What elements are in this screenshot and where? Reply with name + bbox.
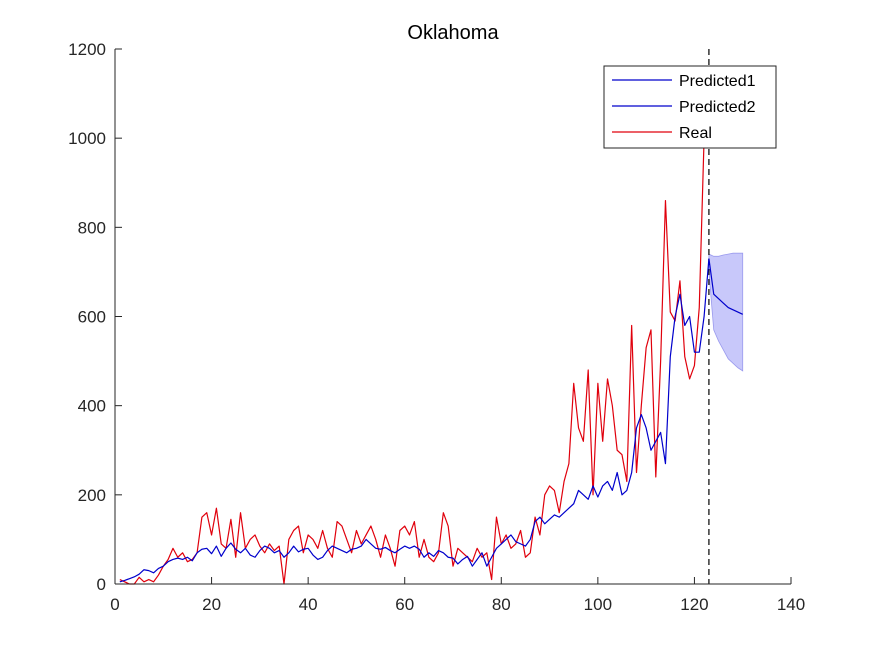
x-tick-label: 120 [680, 595, 708, 614]
y-tick-label: 0 [97, 575, 106, 594]
x-tick-label: 0 [110, 595, 119, 614]
y-tick-label: 800 [78, 218, 106, 237]
y-tick-label: 600 [78, 308, 106, 327]
series-line-real [119, 138, 705, 585]
x-tick-label: 40 [299, 595, 318, 614]
prediction-band-layer [708, 252, 744, 372]
x-tick-label: 80 [492, 595, 511, 614]
legend-label-predicted1: Predicted1 [679, 73, 756, 90]
series-layer [119, 138, 743, 585]
legend: Predicted1 Predicted2 Real [603, 65, 777, 149]
y-tick-label: 1000 [68, 129, 106, 148]
prediction-band [708, 252, 744, 372]
x-tick-label: 20 [202, 595, 221, 614]
series-line-predicted2 [708, 258, 743, 315]
x-tick-label: 140 [777, 595, 805, 614]
axes-layer: 0 20 40 60 80 100 120 140 0 200 400 600 800 1000 1200 [68, 40, 805, 614]
legend-label-real: Real [679, 125, 712, 142]
x-tick-label: 100 [584, 595, 612, 614]
y-tick-label: 200 [78, 486, 106, 505]
x-tick-label: 60 [395, 595, 414, 614]
legend-label-predicted2: Predicted2 [679, 99, 756, 116]
series-line-predicted1 [119, 258, 710, 583]
y-tick-label: 1200 [68, 40, 106, 59]
y-tick-label: 400 [78, 397, 106, 416]
chart-title: Oklahoma [407, 22, 499, 44]
